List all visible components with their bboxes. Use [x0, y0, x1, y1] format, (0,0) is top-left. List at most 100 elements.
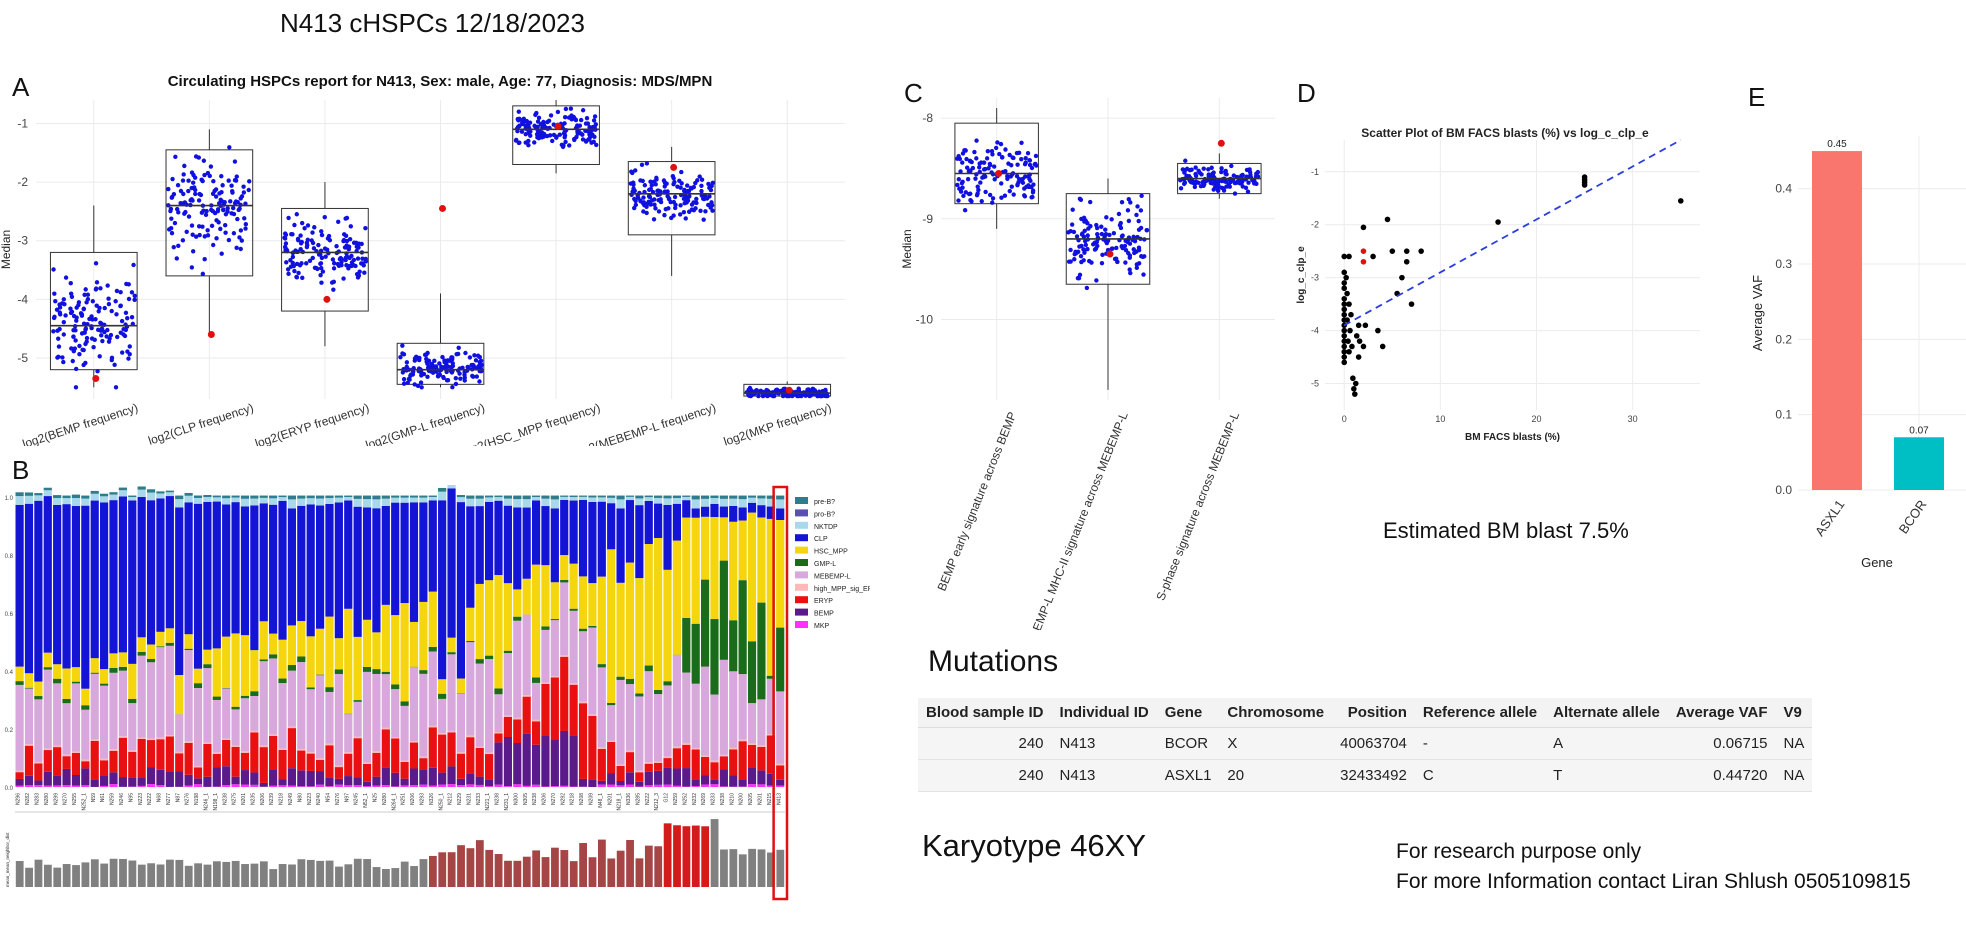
stacked-bar-segment	[682, 744, 691, 769]
stacked-bar-segment	[250, 650, 259, 692]
stacked-bar-segment	[175, 753, 184, 772]
stacked-bar-segment	[625, 784, 635, 787]
data-point	[307, 258, 313, 263]
stacked-bar-segment	[438, 733, 447, 735]
stacked-bar-segment	[550, 619, 559, 621]
sub-bar	[757, 849, 766, 887]
data-point	[347, 255, 352, 261]
data-point	[453, 376, 459, 381]
stacked-bar-segment	[362, 495, 372, 500]
stacked-bar-segment	[776, 520, 785, 628]
data-point	[654, 175, 659, 181]
cell-alternate-allele: A	[1545, 727, 1668, 760]
data-point	[1009, 163, 1014, 168]
data-point	[81, 306, 86, 311]
stacked-bar-segment	[635, 495, 644, 499]
stacked-bar-segment	[466, 506, 475, 608]
stacked-bar-segment	[776, 627, 785, 692]
stacked-bar-segment	[269, 633, 278, 655]
x-sample-label: N255	[72, 793, 78, 805]
data-point	[225, 206, 230, 211]
stacked-bar-segment	[578, 778, 588, 787]
stacked-bar-segment	[24, 673, 34, 688]
scatter-point	[1355, 322, 1362, 329]
karyotype-text: Karyotype 46XY	[922, 828, 1147, 863]
stacked-bar-segment	[625, 684, 635, 751]
stacked-bar-segment	[43, 487, 52, 491]
stacked-bar-segment	[475, 506, 484, 584]
stacked-bar-segment	[24, 495, 34, 504]
scatter-point	[1495, 219, 1501, 225]
x-sample-label: N300	[513, 793, 519, 805]
data-point	[648, 179, 653, 184]
data-point	[324, 247, 330, 252]
stacked-bar-segment	[522, 495, 531, 500]
data-point	[184, 229, 189, 234]
stacked-bar-segment	[353, 498, 362, 507]
data-point	[356, 245, 361, 250]
cell-individual-id: N413	[1051, 727, 1157, 760]
stacked-bar-segment	[729, 747, 738, 750]
data-point	[1094, 225, 1100, 231]
data-point	[294, 274, 299, 280]
x-sample-label: N25	[373, 793, 379, 802]
stacked-bar-segment	[625, 772, 635, 785]
data-point	[569, 113, 574, 118]
data-point	[1025, 150, 1031, 156]
stacked-bar-segment	[541, 626, 550, 630]
stacked-bar-segment	[409, 502, 419, 622]
sub-bar	[166, 859, 174, 887]
data-point	[1073, 249, 1078, 254]
stacked-bar-segment	[62, 768, 71, 786]
x-sample-label: N206	[542, 793, 548, 805]
data-point	[190, 180, 196, 185]
data-point	[578, 117, 584, 123]
x-sample-label: N238	[720, 793, 726, 805]
stacked-bar-segment	[71, 753, 81, 775]
stacked-bar-segment	[231, 745, 240, 747]
stacked-bar-segment	[607, 773, 616, 785]
data-point	[1079, 232, 1085, 237]
stacked-bar-segment	[259, 782, 268, 787]
stacked-bar-segment	[372, 499, 381, 509]
stacked-bar-segment	[381, 604, 390, 672]
data-point	[462, 375, 467, 380]
stacked-bar-segment	[597, 748, 606, 781]
sub-bar	[560, 850, 569, 887]
data-point	[1077, 196, 1083, 202]
stacked-bar-segment	[240, 695, 250, 699]
contact-info: For more Information contact Liran Shlus…	[1396, 870, 1911, 893]
stacked-bar-segment	[128, 750, 137, 752]
data-point	[343, 216, 348, 221]
stacked-bar-segment	[109, 667, 118, 673]
data-point	[57, 310, 63, 315]
data-point	[222, 222, 228, 228]
data-point	[190, 249, 196, 254]
data-point	[299, 220, 305, 226]
stacked-bar-segment	[90, 779, 99, 787]
stacked-bar-segment	[137, 777, 146, 786]
legend-swatch	[795, 559, 808, 566]
legend-swatch	[795, 546, 808, 554]
stacked-bar-segment	[109, 653, 118, 668]
stacked-bar-segment	[409, 742, 419, 769]
sub-bar	[485, 849, 494, 887]
stacked-bar-segment	[34, 493, 43, 496]
stacked-bar-segment	[62, 498, 71, 505]
data-point	[1132, 239, 1138, 244]
data-point	[404, 364, 409, 370]
data-point	[1136, 227, 1142, 232]
stacked-bar-segment	[100, 785, 109, 787]
data-point	[688, 185, 694, 191]
data-point	[441, 374, 446, 380]
data-point	[331, 266, 337, 271]
data-point	[1071, 229, 1077, 235]
data-point	[189, 223, 195, 228]
data-point	[84, 300, 89, 305]
patient-point	[1106, 250, 1114, 258]
data-point	[1024, 184, 1029, 189]
stacked-bar-segment	[90, 493, 99, 501]
data-point	[568, 106, 574, 111]
stacked-bar-segment	[550, 495, 559, 500]
stacked-bar-segment	[372, 751, 381, 753]
